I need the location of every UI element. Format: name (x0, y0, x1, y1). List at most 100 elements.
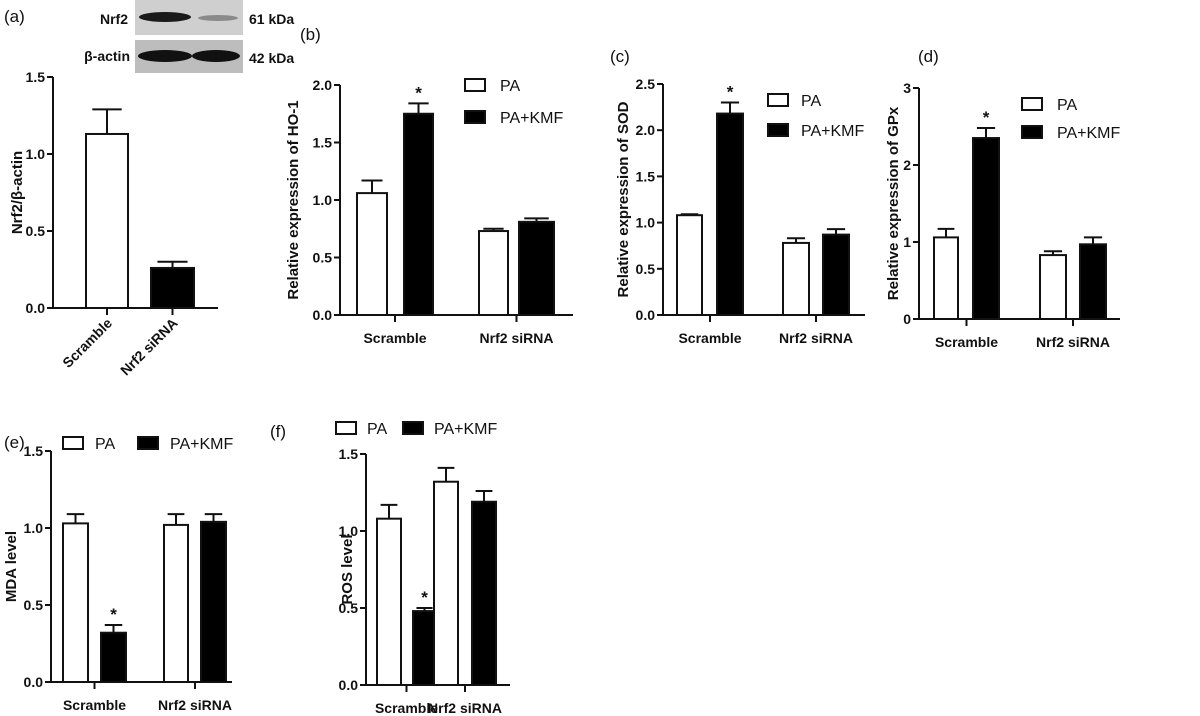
bar-pa (433, 480, 459, 686)
y-tick-label: 1.0 (636, 215, 656, 231)
legend-label: PA (1057, 97, 1077, 114)
panel-label: (e) (4, 433, 25, 452)
x-tick-label: Nrf2 siRNA (480, 330, 554, 346)
x-tick-label: Nrf2 siRNA (117, 315, 181, 379)
y-tick-label: 0.0 (24, 674, 44, 690)
legend-swatch (1021, 97, 1043, 111)
y-axis-label: ROS level (339, 534, 356, 604)
legend-label: PA (801, 93, 821, 110)
panel-label: (a) (4, 7, 25, 26)
y-tick-label: 1.0 (24, 520, 44, 536)
y-axis-label: Nrf2/β-actin (9, 151, 26, 234)
y-tick-label: 0.5 (636, 261, 656, 277)
bar-pa-kmf (100, 631, 127, 683)
y-tick-label: 0.0 (313, 307, 333, 323)
legend-swatch (137, 436, 159, 450)
y-tick-label: 2 (903, 157, 911, 173)
legend-swatch (402, 421, 424, 435)
y-tick-label: 1 (903, 234, 911, 250)
bar-pa-kmf (716, 112, 744, 317)
legend-label: PA (95, 436, 115, 453)
x-tick-label: Scramble (935, 334, 998, 350)
significance-marker: * (983, 108, 990, 127)
x-tick-label: Scramble (63, 697, 126, 713)
blot-label-actin: β-actin (84, 48, 130, 64)
panel-label: (b) (300, 25, 321, 44)
bar-pa-kmf (200, 520, 227, 684)
bar-pa-kmf (518, 220, 555, 317)
y-tick-label: 2.5 (636, 76, 656, 92)
legend-label: PA+KMF (500, 110, 564, 127)
western-blot: Nrf2 β-actin 61 kDa 42 kDa (84, 0, 294, 73)
legend-swatch (62, 436, 84, 450)
x-tick-label: Scramble (59, 315, 115, 371)
y-tick-label: 1.5 (26, 69, 46, 85)
bar-pa-kmf (972, 137, 1000, 320)
legend-swatch (464, 78, 486, 92)
y-tick-label: 1.5 (339, 446, 359, 462)
bar-pa (933, 236, 959, 321)
bar-scramble (85, 132, 129, 309)
bar-pa (676, 214, 703, 316)
bar-pa (356, 192, 388, 317)
y-tick-label: 1.0 (313, 192, 333, 208)
y-tick-label: 0.0 (636, 307, 656, 323)
y-tick-label: 1.5 (24, 443, 44, 459)
panel-e: (e) 0.0 0.5 1.0 1.5 MDA level Scramble Nrf2 siR… (3, 433, 234, 713)
y-tick-label: 0 (903, 311, 911, 327)
blot-label-nrf2: Nrf2 (100, 11, 128, 27)
y-tick-label: 0.5 (24, 597, 44, 613)
y-axis-label: Relative expression of GPx (885, 106, 902, 300)
y-tick-label: 2.0 (313, 77, 333, 93)
significance-marker: * (110, 605, 117, 624)
y-tick-label: 0.0 (339, 677, 359, 693)
significance-marker: * (727, 82, 734, 101)
legend-swatch (1021, 125, 1043, 139)
y-tick-label: 0.0 (26, 300, 46, 316)
panel-label: (c) (610, 47, 630, 66)
bar-pa-kmf (471, 500, 497, 686)
legend-label: PA (500, 78, 520, 95)
bar-pa (62, 522, 89, 683)
legend-swatch (767, 93, 789, 107)
panel-label: (d) (918, 47, 939, 66)
panel-b: (b) 0.0 0.5 1.0 1.5 2.0 Relative expression of… (285, 25, 573, 346)
blot-size-nrf2: 61 kDa (249, 11, 294, 27)
y-tick-label: 1.5 (313, 135, 333, 151)
y-tick-label: 0.5 (339, 600, 359, 616)
bar-pa (478, 230, 509, 316)
y-axis-label: MDA level (3, 531, 20, 602)
bar-pa (376, 517, 402, 686)
x-tick-label: Scramble (678, 330, 741, 346)
bar-pa-kmf (403, 112, 434, 316)
y-tick-label: 0.5 (313, 250, 333, 266)
legend-label: PA+KMF (170, 436, 234, 453)
blot-band-actin-sirna (192, 50, 240, 62)
legend-label: PA+KMF (1057, 125, 1121, 142)
bar-pa-kmf (412, 610, 437, 687)
x-tick-label: Nrf2 siRNA (158, 697, 232, 713)
significance-marker: * (421, 588, 428, 607)
legend-swatch (335, 421, 357, 435)
blot-size-actin: 42 kDa (249, 50, 294, 66)
y-tick-label: 1.0 (26, 146, 46, 162)
bar-pa (782, 241, 810, 316)
legend-swatch (464, 110, 486, 124)
blot-band-nrf2-scramble (139, 12, 191, 22)
y-axis-label: Relative expression of SOD (615, 101, 632, 297)
x-tick-label: Nrf2 siRNA (779, 330, 853, 346)
legend-label: PA (367, 421, 387, 438)
x-tick-label: Nrf2 siRNA (1036, 334, 1110, 350)
bar-pa-kmf (822, 233, 850, 316)
legend-label: PA+KMF (434, 421, 498, 438)
y-tick-label: 3 (903, 80, 911, 96)
panel-label: (f) (270, 422, 286, 441)
y-tick-label: 1.0 (339, 523, 359, 539)
blot-band-actin-scramble (138, 50, 192, 62)
x-tick-label: Scramble (375, 700, 438, 716)
bar-pa (1039, 254, 1067, 320)
